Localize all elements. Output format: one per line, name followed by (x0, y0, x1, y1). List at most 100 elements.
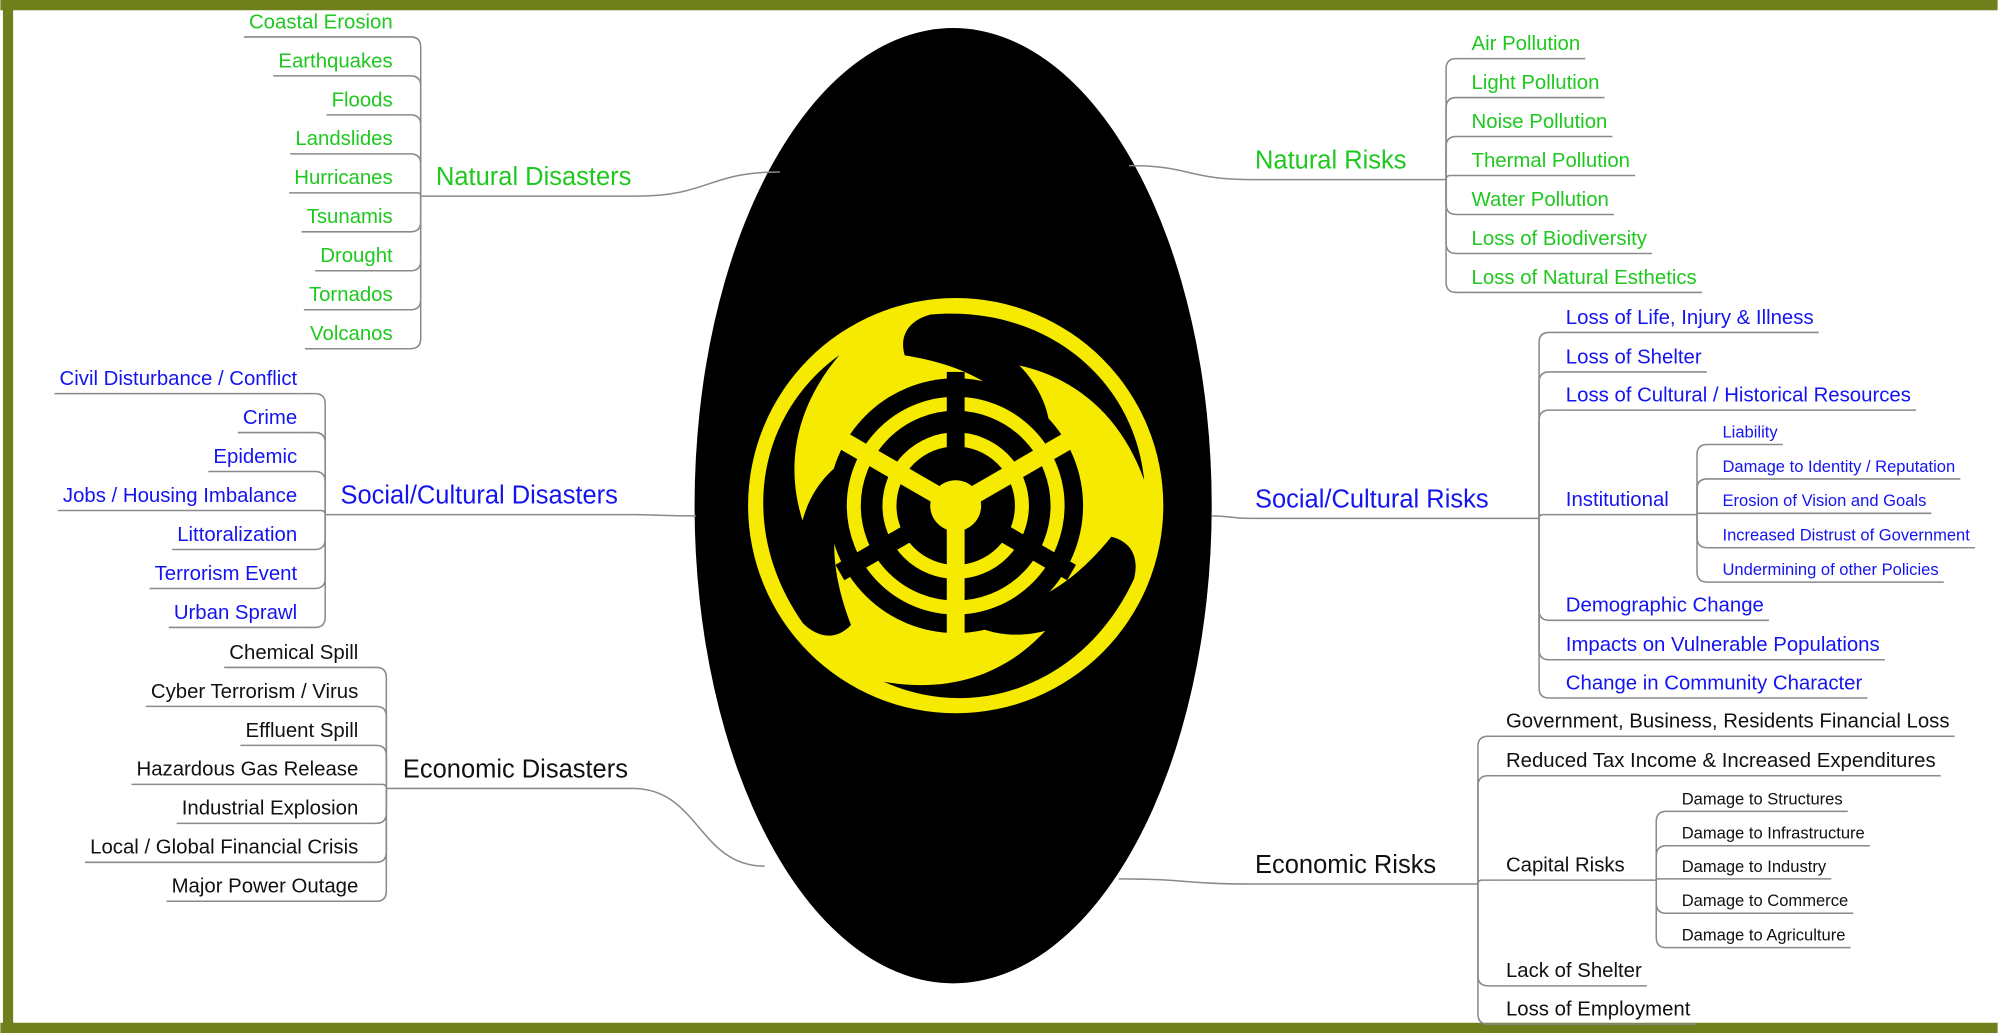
topic: Capital Risks (1506, 855, 1625, 877)
branch-label: Social/Cultural Disasters (340, 481, 617, 509)
topic: Government, Business, Residents Financia… (1506, 711, 1950, 733)
connector (1478, 884, 1501, 986)
connector (302, 511, 325, 515)
sub-topic: Damage to Structures (1682, 789, 1843, 808)
connector (302, 394, 325, 515)
topic: Coastal Erosion (249, 11, 393, 33)
sub-topic: Liability (1722, 422, 1778, 441)
connector (1656, 846, 1676, 880)
topic: Loss of Biodiversity (1472, 228, 1648, 250)
connector (363, 745, 386, 788)
topic: Civil Disturbance / Conflict (60, 368, 298, 390)
topic: Littoralization (177, 524, 297, 546)
sub-topic: Erosion of Vision and Goals (1722, 491, 1926, 510)
connector (1539, 518, 1561, 659)
connector (1697, 479, 1717, 515)
connector (1446, 180, 1466, 215)
topic: Local / Global Financial Crisis (90, 837, 358, 859)
connector (1478, 776, 1501, 884)
topic: Tornados (309, 284, 393, 306)
connector (1539, 372, 1561, 518)
sub-topic: Damage to Infrastructure (1682, 824, 1865, 843)
page: {"branches": [ {"label": "Natural Disast… (0, 0, 1998, 1033)
topic: Landslides (295, 128, 392, 150)
connector (363, 788, 386, 901)
connector (398, 154, 421, 196)
topic: Major Power Outage (172, 876, 359, 898)
branch-label: Economic Risks (1255, 851, 1436, 879)
connector (1119, 879, 1250, 884)
connector (398, 196, 421, 271)
connector (363, 788, 386, 862)
connector (398, 196, 421, 232)
topic: Thermal Pollution (1472, 150, 1630, 172)
connector (1478, 884, 1501, 1024)
topic: Hazardous Gas Release (136, 759, 358, 781)
sub-topic: Damage to Industry (1682, 857, 1827, 876)
connector (1697, 513, 1717, 514)
topic: Hurricanes (294, 167, 392, 189)
connector (1539, 515, 1561, 519)
connector (1539, 518, 1561, 620)
topic: Institutional (1566, 489, 1669, 511)
topic: Jobs / Housing Imbalance (63, 485, 297, 507)
topic: Light Pollution (1472, 72, 1600, 94)
sub-topic: Undermining of other Policies (1722, 560, 1938, 579)
topic: Drought (320, 245, 393, 267)
topic: Floods (332, 89, 393, 111)
connector (1539, 332, 1561, 518)
topic: Terrorism Event (155, 563, 298, 585)
branch-label: Natural Risks (1255, 146, 1406, 174)
topic: Lack of Shelter (1506, 960, 1642, 982)
connector (398, 193, 421, 196)
topic: Tsunamis (307, 206, 393, 228)
connector (1656, 880, 1676, 913)
topic: Change in Community Character (1566, 672, 1863, 694)
topic: Reduced Tax Income & Increased Expenditu… (1506, 750, 1936, 772)
topic: Industrial Explosion (182, 798, 359, 820)
connector (1129, 166, 1250, 180)
topic: Loss of Cultural / Historical Resources (1566, 385, 1911, 407)
topic: Crime (243, 407, 297, 429)
connector (363, 667, 386, 788)
connector (1539, 518, 1561, 698)
sub-topic: Damage to Agriculture (1682, 926, 1846, 945)
connector (1656, 879, 1676, 880)
topic: Impacts on Vulnerable Populations (1566, 634, 1880, 656)
topic: Effluent Spill (245, 720, 358, 742)
topic: Demographic Change (1566, 595, 1764, 617)
branch-label: Economic Disasters (403, 755, 628, 783)
connector (398, 196, 421, 349)
topic: Volcanos (310, 323, 393, 345)
topic: Loss of Natural Esthetics (1472, 267, 1697, 289)
topic: Loss of Employment (1506, 998, 1691, 1020)
sub-topic: Damage to Commerce (1682, 891, 1848, 910)
connector (1446, 176, 1466, 180)
connector (363, 788, 386, 823)
connector (302, 515, 325, 628)
connector (1212, 516, 1250, 519)
connector (633, 788, 765, 866)
topic: Loss of Shelter (1566, 346, 1702, 368)
connector (1446, 180, 1466, 254)
connector (1478, 736, 1501, 884)
connector (1446, 180, 1466, 293)
connector (1539, 410, 1561, 518)
topic: Earthquakes (278, 50, 392, 72)
connector (1478, 880, 1501, 884)
mind-map: Natural Disasters Coastal Erosion Earthqua… (0, 0, 1998, 1033)
connector (302, 472, 325, 515)
sub-topic: Increased Distrust of Government (1722, 526, 1970, 545)
topic: Urban Sprawl (174, 602, 297, 624)
topic: Water Pollution (1472, 189, 1609, 211)
connector (302, 515, 325, 550)
connector (398, 76, 421, 196)
branch-label: Natural Disasters (436, 163, 631, 191)
branch-label: Social/Cultural Risks (1255, 485, 1489, 513)
connector (363, 784, 386, 788)
topic: Air Pollution (1472, 33, 1581, 55)
topic: Epidemic (213, 446, 297, 468)
topic: Noise Pollution (1472, 111, 1608, 133)
topic: Loss of Life, Injury & Illness (1566, 307, 1814, 329)
connector (1446, 137, 1466, 180)
